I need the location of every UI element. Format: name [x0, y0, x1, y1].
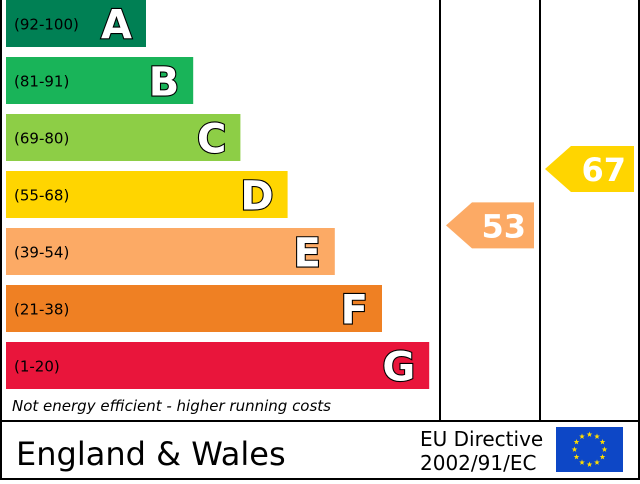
band-c-letter: C — [197, 117, 226, 163]
current-rating-value: 53 — [481, 207, 526, 245]
eu-flag-icon — [556, 427, 623, 472]
band-c-range: (69-80) — [14, 130, 69, 148]
band-d-letter: D — [240, 174, 273, 220]
rating-arrows: 53 67 — [446, 145, 634, 249]
band-f-range: (21-38) — [14, 301, 69, 319]
eu-flag-star — [594, 459, 600, 465]
eu-flag-star — [571, 446, 578, 452]
eu-flag-star — [586, 431, 593, 437]
band-a-bar — [6, 0, 146, 47]
band-e-range: (39-54) — [14, 244, 69, 262]
band-c-bar — [6, 114, 241, 161]
band-d-range: (55-68) — [14, 187, 69, 205]
band-g-bar — [6, 342, 430, 389]
eu-flag-star — [594, 433, 600, 439]
band-f-bar — [6, 285, 382, 332]
band-e-bar — [6, 228, 335, 275]
region-label: England & Wales — [16, 435, 286, 473]
current-rating-arrow — [446, 202, 534, 249]
eu-flag-star — [579, 459, 585, 465]
directive-line-1: EU Directive — [420, 427, 543, 451]
band-d-bar — [6, 171, 288, 218]
directive-line-2: 2002/91/EC — [420, 451, 536, 475]
eu-flag-star — [599, 454, 606, 460]
band-g-range: (1-20) — [14, 358, 60, 376]
band-g-letter: G — [382, 345, 415, 391]
band-a-letter: A — [101, 3, 132, 49]
potential-rating-arrow — [545, 145, 634, 192]
footer-note: Not energy efficient - higher running co… — [12, 397, 331, 415]
band-e-letter: E — [293, 231, 320, 277]
band-f-letter: F — [341, 288, 368, 334]
band-b-bar — [6, 57, 194, 104]
rating-bands: (92-100) A (81-91) B (69-80) C (55-68) D (39-54)… — [6, 0, 430, 392]
band-a-range: (92-100) — [14, 16, 79, 34]
eu-flag-star — [579, 433, 585, 439]
eu-flag-star — [599, 439, 606, 445]
potential-rating-value: 67 — [581, 151, 626, 189]
eu-flag-star — [601, 446, 608, 452]
band-b-letter: B — [149, 60, 180, 106]
eu-flag-star — [586, 461, 593, 467]
eu-flag-star — [573, 454, 580, 460]
eu-flag-star — [573, 439, 580, 445]
band-b-range: (81-91) — [14, 73, 69, 91]
